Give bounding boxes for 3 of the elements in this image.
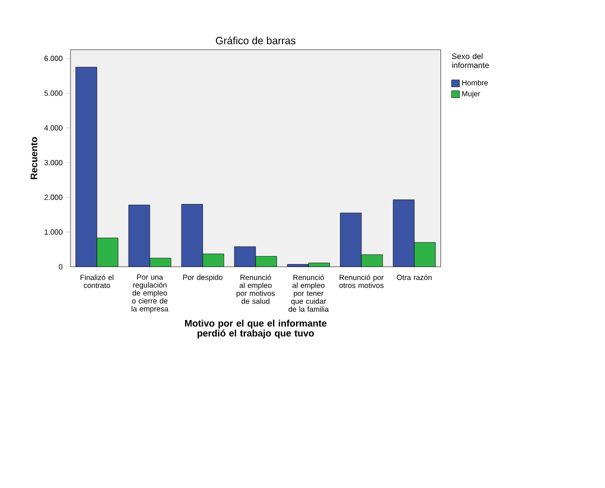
y-axis-title: Recuento — [30, 137, 38, 180]
x-axis-title: Motivo por el que el informante perdió el trabajo que tuvo — [185, 320, 326, 339]
chart-title: Gráfico de barras — [216, 36, 296, 44]
